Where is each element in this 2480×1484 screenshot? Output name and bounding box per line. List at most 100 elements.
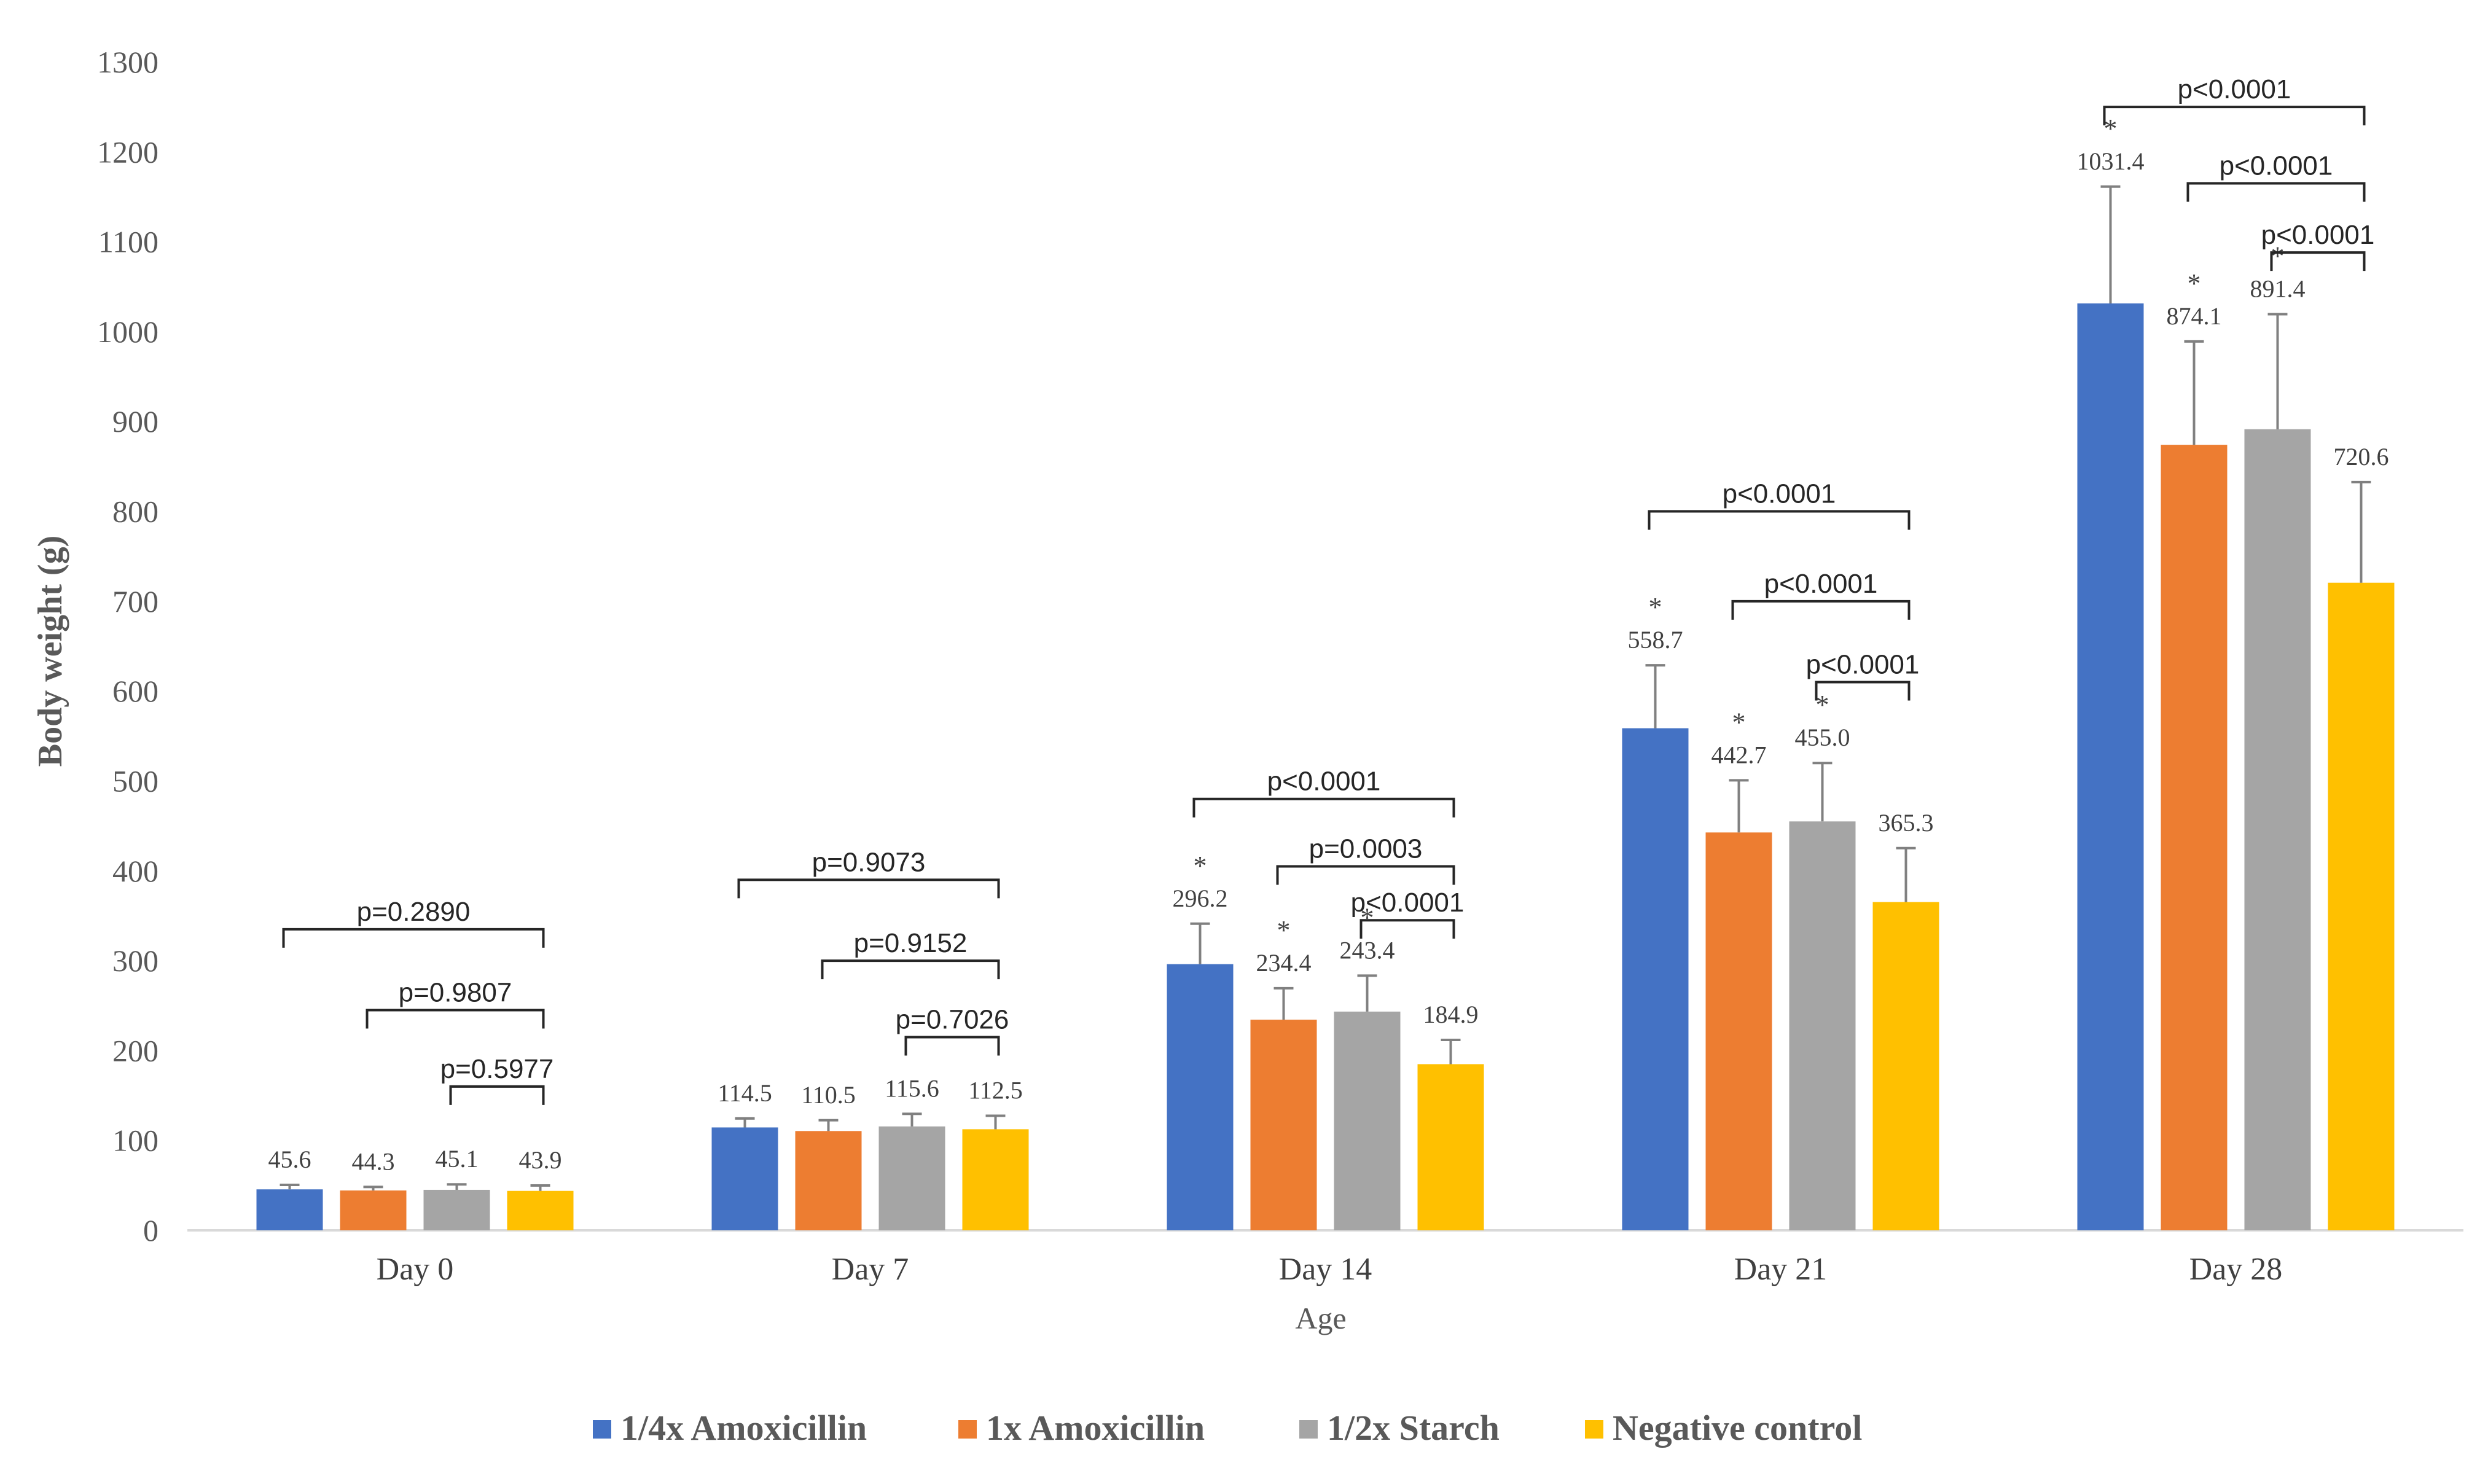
data-label: 1031.4 — [2077, 147, 2145, 175]
bar — [962, 1129, 1029, 1230]
p-value-label: p<0.0001 — [1351, 888, 1465, 918]
data-label: 115.6 — [885, 1074, 939, 1102]
data-label: 558.7 — [1628, 626, 1683, 654]
data-label: 720.6 — [2334, 443, 2389, 471]
significance-marker: * — [1361, 902, 1374, 932]
comparison-bracket — [904, 1036, 1000, 1056]
bar — [1705, 832, 1772, 1230]
bar — [2328, 582, 2395, 1230]
y-axis-title: Body weight (g) — [31, 536, 69, 767]
significance-marker: * — [1194, 851, 1207, 881]
data-labels-layer: 45.6 114.5 296.2 * 558.7 * 1031.4 * 44.3 110.5 234… — [268, 114, 2389, 1176]
significance-marker: * — [1816, 690, 1829, 720]
x-axis-title: Age — [1295, 1301, 1346, 1335]
significance-marker: * — [1277, 915, 1291, 945]
comparison-bracket — [366, 1009, 545, 1029]
p-value-label: p=0.7026 — [896, 1004, 1009, 1034]
p-value-label: p=0.9073 — [812, 847, 926, 877]
data-label: 442.7 — [1711, 741, 1767, 768]
p-value-label: p=0.5977 — [440, 1054, 554, 1084]
bar — [256, 1189, 323, 1230]
comparison-bracket — [821, 959, 1000, 980]
data-label: 455.0 — [1795, 724, 1850, 751]
significance-marker: * — [1649, 592, 1662, 622]
legend-swatch — [1585, 1420, 1603, 1439]
data-label: 45.6 — [268, 1146, 311, 1173]
data-label: 874.1 — [2167, 302, 2222, 330]
p-value-label: p<0.0001 — [1723, 479, 1836, 509]
data-label: 234.4 — [1256, 949, 1312, 977]
comparison-bracket — [1731, 599, 1911, 620]
p-value-label: p<0.0001 — [2178, 74, 2291, 104]
legend-label: Negative control — [1613, 1408, 1862, 1448]
p-value-label: p=0.2890 — [357, 897, 471, 927]
bar — [2244, 429, 2311, 1230]
bar — [1167, 964, 1234, 1230]
bar — [711, 1127, 778, 1230]
comparison-bracket — [1648, 510, 1911, 530]
error-bars-layer — [280, 185, 2371, 1191]
comparison-bracket — [2186, 182, 2366, 202]
p-value-label: p<0.0001 — [2220, 151, 2333, 181]
bar — [340, 1190, 407, 1230]
data-label: 891.4 — [2250, 275, 2306, 303]
y-tick-label: 600 — [112, 674, 158, 708]
bar — [1250, 1020, 1317, 1230]
p-value-label: p<0.0001 — [1806, 650, 1920, 680]
data-label: 44.3 — [352, 1147, 395, 1175]
legend-label: 1/4x Amoxicillin — [620, 1408, 867, 1448]
comparison-bracket — [1276, 865, 1455, 885]
x-tick-label: Day 28 — [2189, 1252, 2283, 1287]
y-tick-label: 800 — [112, 494, 158, 529]
legend-label: 1x Amoxicillin — [986, 1408, 1205, 1448]
comparison-bracket — [449, 1085, 545, 1105]
comparison-brackets-layer: p=0.2890 p=0.9807 p=0.5977 p=0.9073 p=0.9152… — [282, 74, 2375, 1105]
p-value-label: p<0.0001 — [2261, 220, 2375, 250]
p-value-label: p=0.9807 — [399, 978, 512, 1008]
axis-layer: 0 100 200 300 400 500 600 700 800 900 1000 1100 1200… — [97, 45, 2463, 1287]
data-label: 243.4 — [1340, 936, 1395, 964]
bar — [1334, 1011, 1401, 1230]
significance-marker: * — [2188, 268, 2201, 299]
y-tick-label: 0 — [143, 1213, 158, 1248]
legend: 1/4x Amoxicillin 1x Amoxicillin 1/2x Starc… — [593, 1408, 1862, 1448]
significance-marker: * — [2104, 114, 2118, 144]
bar — [507, 1190, 574, 1230]
comparison-bracket — [2270, 251, 2366, 271]
p-value-label: p=0.9152 — [854, 928, 968, 958]
comparison-bracket — [737, 878, 1000, 899]
y-tick-label: 300 — [112, 943, 158, 978]
p-value-label: p<0.0001 — [1267, 767, 1381, 797]
y-tick-label: 500 — [112, 763, 158, 798]
significance-marker: * — [1732, 707, 1746, 737]
y-tick-label: 200 — [112, 1033, 158, 1068]
y-tick-label: 1200 — [97, 135, 158, 169]
legend-swatch — [958, 1420, 977, 1439]
bar — [1622, 728, 1689, 1230]
data-label: 184.9 — [1423, 1001, 1479, 1028]
bar — [1417, 1064, 1484, 1230]
y-tick-label: 400 — [112, 854, 158, 888]
y-tick-label: 1100 — [98, 225, 158, 259]
data-label: 45.1 — [436, 1145, 479, 1173]
data-label: 112.5 — [968, 1076, 1023, 1104]
data-label: 114.5 — [718, 1079, 772, 1107]
y-tick-label: 1000 — [97, 314, 158, 349]
y-tick-label: 900 — [112, 404, 158, 439]
x-tick-label: Day 7 — [832, 1252, 909, 1287]
significance-marker: * — [2271, 241, 2285, 271]
data-label: 365.3 — [1879, 809, 1934, 837]
data-label: 296.2 — [1173, 885, 1228, 912]
legend-label: 1/2x Starch — [1327, 1408, 1500, 1448]
p-value-label: p=0.0003 — [1309, 834, 1423, 864]
bar — [2077, 303, 2144, 1231]
legend-swatch — [1299, 1420, 1318, 1439]
x-tick-label: Day 0 — [377, 1252, 454, 1287]
bar — [1789, 821, 1856, 1230]
comparison-bracket — [1192, 797, 1455, 818]
y-tick-label: 700 — [112, 584, 158, 619]
p-value-label: p<0.0001 — [1764, 569, 1878, 599]
bars-layer — [256, 303, 2395, 1231]
y-tick-label: 1300 — [97, 45, 158, 79]
